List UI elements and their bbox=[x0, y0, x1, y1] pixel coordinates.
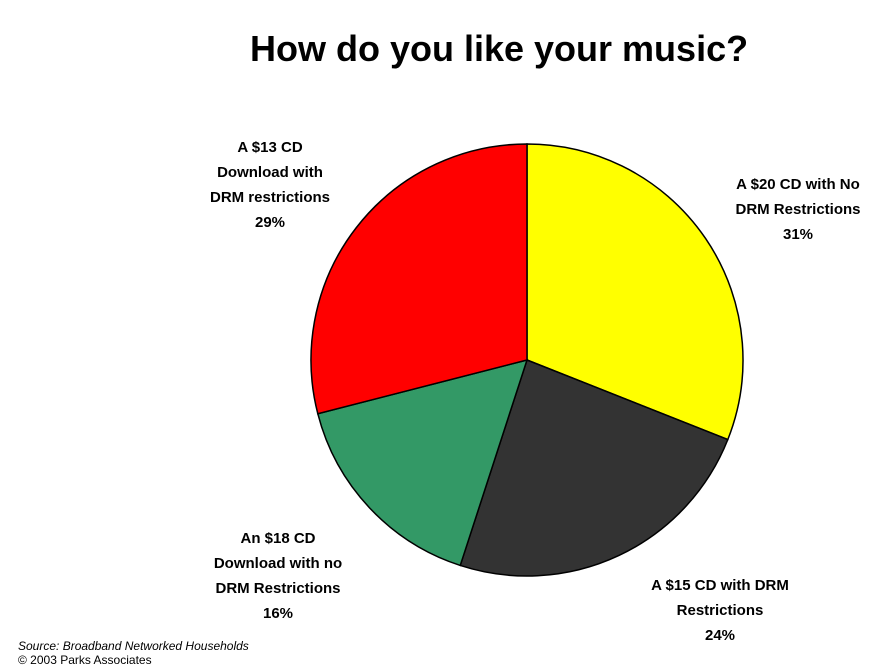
slice-label-line: A $15 CD with DRM bbox=[651, 577, 789, 594]
slice-label-line: Download with no bbox=[213, 555, 343, 572]
pie-slice-3 bbox=[316, 358, 529, 567]
source-note: Source: Broadband Networked Households bbox=[18, 639, 249, 653]
slice-label-15-cd-drm: A $15 CD with DRM Restrictions 24% bbox=[610, 573, 830, 648]
chart-title: How do you like your music? bbox=[250, 28, 749, 69]
slice-label-line: DRM Restrictions bbox=[735, 201, 861, 218]
slice-label-18-download-no-drm: An $18 CD Download with no DRM Restricti… bbox=[178, 526, 378, 626]
slice-label-13-download-drm: A $13 CD Download with DRM restrictions … bbox=[175, 135, 365, 235]
slice-percent: 31% bbox=[782, 226, 814, 243]
slice-label-line: A $13 CD bbox=[237, 139, 303, 156]
slice-label-line: Download with bbox=[217, 164, 323, 181]
slice-label-line: DRM restrictions bbox=[209, 189, 331, 206]
slice-label-line: Restrictions bbox=[676, 602, 764, 619]
pie-slice-2 bbox=[459, 359, 729, 577]
pie-slice-1 bbox=[526, 143, 744, 441]
pie-slice-4 bbox=[310, 143, 528, 415]
slice-percent: 24% bbox=[704, 627, 736, 644]
slice-label-line: DRM Restrictions bbox=[215, 580, 341, 597]
slice-label-20-cd-no-drm: A $20 CD with No DRM Restrictions 31% bbox=[698, 172, 890, 247]
copyright-note: © 2003 Parks Associates bbox=[18, 653, 152, 667]
slice-label-line: A $20 CD with No bbox=[736, 176, 860, 193]
slice-percent: 16% bbox=[262, 605, 294, 622]
slice-percent: 29% bbox=[254, 214, 286, 231]
slice-label-line: An $18 CD bbox=[240, 530, 316, 547]
